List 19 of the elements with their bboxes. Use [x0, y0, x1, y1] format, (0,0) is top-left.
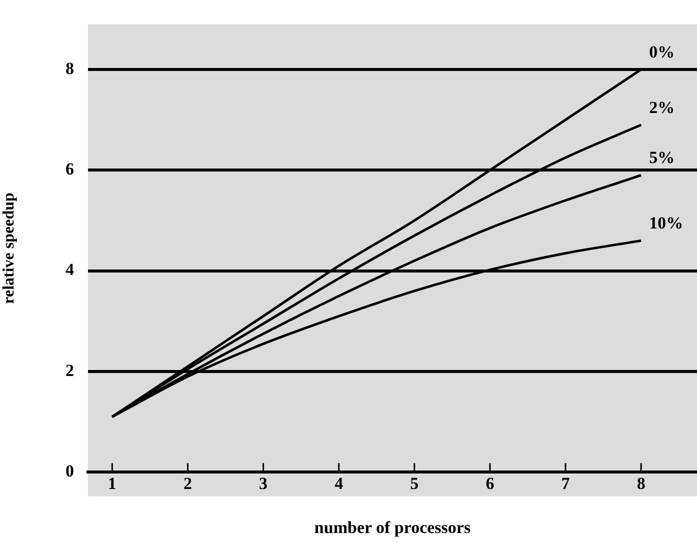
x-tick-label: 7	[561, 474, 570, 493]
series-label: 10%	[649, 214, 684, 233]
y-tick-label: 0	[66, 462, 74, 481]
x-tick-label: 3	[259, 474, 268, 493]
x-tick-label: 4	[334, 474, 344, 493]
y-tick-label: 6	[66, 160, 74, 179]
x-tick-label: 6	[486, 474, 494, 493]
y-axis-title: relative speedup	[0, 192, 18, 304]
y-tick-label: 4	[66, 260, 74, 280]
x-tick-label: 8	[636, 474, 646, 493]
y-tick-label: 8	[66, 58, 74, 78]
series-label: 0%	[649, 42, 675, 62]
series-label: 2%	[649, 98, 675, 117]
x-axis-title: number of processors	[314, 518, 471, 538]
x-tick-label: 1	[108, 474, 116, 493]
x-tick-label: 2	[183, 474, 192, 493]
x-tick-label: 5	[410, 474, 419, 493]
series-label: 5%	[649, 148, 675, 168]
y-tick-label: 2	[66, 360, 74, 380]
